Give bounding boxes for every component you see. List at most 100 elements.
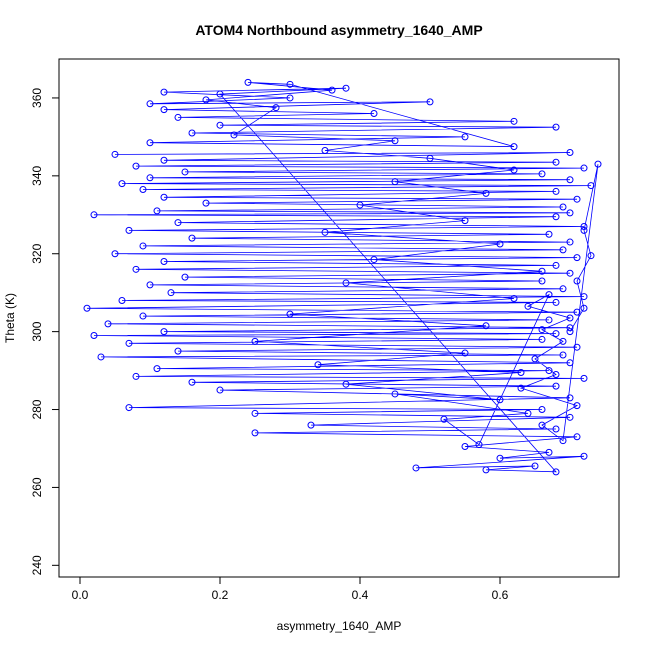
data-point: [538, 277, 546, 285]
data-point: [580, 374, 588, 382]
data-point: [545, 316, 553, 324]
data-point: [559, 351, 567, 359]
data-point: [517, 369, 525, 377]
data-point: [230, 131, 238, 139]
data-point: [580, 293, 588, 301]
data-point: [538, 267, 546, 275]
data-point: [342, 279, 350, 287]
data-point: [286, 94, 294, 102]
data-point: [391, 137, 399, 145]
data-point: [139, 312, 147, 320]
data-point: [580, 452, 588, 460]
data-point: [587, 252, 595, 260]
data-point: [307, 421, 315, 429]
data-point: [146, 139, 154, 147]
series-line: [86, 82, 599, 473]
y-tick-label: 300: [30, 321, 44, 341]
data-point: [475, 441, 483, 449]
data-point: [342, 84, 350, 92]
data-point: [559, 246, 567, 254]
data-point: [216, 90, 224, 98]
data-point: [202, 199, 210, 207]
data-point: [440, 415, 448, 423]
data-point: [244, 78, 252, 86]
data-point: [160, 88, 168, 96]
data-point: [461, 217, 469, 225]
data-point: [132, 372, 140, 380]
data-point: [174, 113, 182, 121]
data-point: [139, 242, 147, 250]
data-point: [510, 295, 518, 303]
data-point: [566, 413, 574, 421]
y-axis-label: Theta (K): [3, 293, 17, 343]
data-point: [202, 96, 210, 104]
x-tick-label: 0.2: [212, 588, 229, 602]
data-point: [566, 269, 574, 277]
series-points: [83, 78, 602, 476]
data-point: [139, 185, 147, 193]
data-point: [566, 314, 574, 322]
data-point: [286, 310, 294, 318]
data-point: [174, 347, 182, 355]
data-point: [426, 98, 434, 106]
data-point: [125, 404, 133, 412]
data-point: [461, 349, 469, 357]
data-point: [160, 258, 168, 266]
data-point: [286, 80, 294, 88]
data-point: [251, 429, 259, 437]
y-tick-label: 280: [30, 399, 44, 419]
data-point: [328, 86, 336, 94]
data-point: [517, 384, 525, 392]
data-point: [552, 382, 560, 390]
y-tick-label: 340: [30, 166, 44, 186]
data-point: [580, 226, 588, 234]
data-point: [510, 117, 518, 125]
data-point: [111, 150, 119, 158]
data-point: [566, 394, 574, 402]
data-point: [580, 222, 588, 230]
data-point: [482, 466, 490, 474]
data-point: [573, 433, 581, 441]
data-point: [538, 406, 546, 414]
data-point: [426, 154, 434, 162]
data-point: [216, 386, 224, 394]
data-point: [573, 402, 581, 410]
y-tick-label: 260: [30, 477, 44, 497]
data-point: [566, 359, 574, 367]
data-point: [552, 213, 560, 221]
data-point: [559, 437, 567, 445]
data-point: [573, 254, 581, 262]
y-tick-label: 240: [30, 555, 44, 575]
data-point: [272, 104, 280, 112]
data-point: [510, 166, 518, 174]
data-point: [566, 176, 574, 184]
data-point: [167, 289, 175, 297]
data-point: [524, 409, 532, 417]
data-point: [160, 156, 168, 164]
data-point: [461, 443, 469, 451]
data-point: [90, 211, 98, 219]
data-point: [118, 180, 126, 188]
y-tick-label: 360: [30, 88, 44, 108]
data-point: [538, 170, 546, 178]
data-point: [461, 133, 469, 141]
data-point: [90, 332, 98, 340]
data-point: [580, 164, 588, 172]
data-point: [482, 322, 490, 330]
data-point: [97, 353, 105, 361]
data-point: [573, 308, 581, 316]
data-point: [188, 234, 196, 242]
data-point: [559, 203, 567, 211]
data-point: [83, 304, 91, 312]
data-point: [580, 304, 588, 312]
data-point: [545, 230, 553, 238]
data-point: [510, 143, 518, 151]
data-point: [188, 129, 196, 137]
data-point: [370, 256, 378, 264]
x-axis: 0.0 0.2 0.4 0.6: [72, 576, 509, 602]
x-tick-label: 0.4: [352, 588, 369, 602]
data-point: [552, 123, 560, 131]
data-point: [153, 365, 161, 373]
data-point: [552, 330, 560, 338]
